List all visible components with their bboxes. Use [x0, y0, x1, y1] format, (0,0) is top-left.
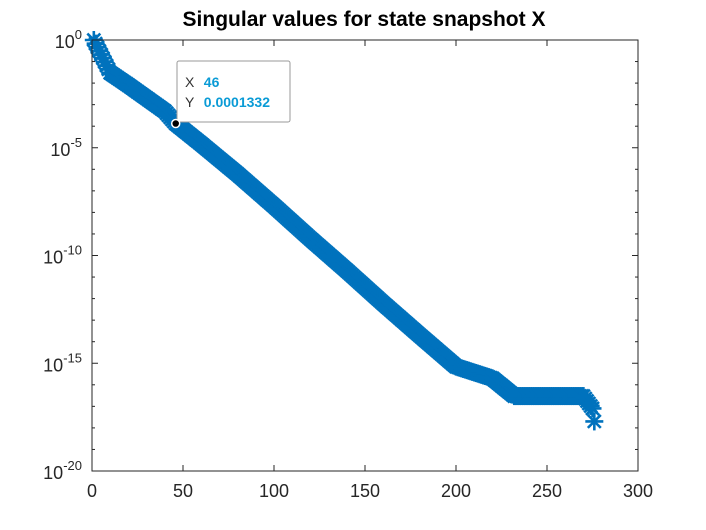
y-tick-exponent: -20 — [63, 458, 82, 473]
x-tick-label: 100 — [259, 481, 289, 501]
x-tick-label: 250 — [532, 481, 562, 501]
svg-text:X 46: X 46 — [185, 74, 220, 91]
x-tick-label: 200 — [441, 481, 471, 501]
x-tick-label: 50 — [173, 481, 193, 501]
datatip[interactable]: X 46 Y 0.0001332 — [170, 60, 291, 129]
chart-title: Singular values for state snapshot X — [183, 8, 546, 31]
marker-stroke — [586, 414, 602, 429]
y-tick-label: 10-15 — [43, 350, 82, 375]
svg-text:Y 0.0001332: Y 0.0001332 — [185, 94, 270, 111]
y-tick-exponent: -5 — [70, 135, 82, 150]
y-tick-base: 10 — [43, 248, 63, 268]
data-layer — [84, 31, 604, 431]
y-tick-label: 10-5 — [50, 135, 82, 160]
y-tick-label: 10-20 — [43, 458, 82, 483]
y-tick-exponent: -10 — [63, 243, 82, 258]
datatip-box[interactable] — [176, 60, 291, 123]
ticks — [91, 39, 639, 472]
datatip-x-value: 46 — [204, 74, 220, 90]
data-point — [585, 412, 604, 431]
y-tick-base: 10 — [43, 463, 63, 483]
y-tick-label: 10-10 — [43, 243, 82, 268]
x-tick-label: 300 — [623, 481, 653, 501]
datatip-y-key: Y — [185, 94, 195, 110]
marker-stroke — [585, 401, 600, 416]
datatip-y-value: 0.0001332 — [204, 94, 270, 110]
data-point — [583, 399, 602, 418]
y-tick-base: 10 — [55, 32, 75, 52]
x-tick-label: 0 — [87, 481, 97, 501]
x-tick-labels: 0 50 100 150 200 250 300 — [87, 481, 653, 501]
y-tick-exponent: -15 — [63, 350, 82, 365]
datatip-x-key: X — [185, 74, 195, 90]
y-tick-base: 10 — [50, 140, 70, 160]
y-tick-label: 100 — [55, 27, 82, 52]
y-tick-exponent: 0 — [75, 27, 82, 42]
y-tick-base: 10 — [43, 355, 63, 375]
x-tick-label: 150 — [350, 481, 380, 501]
datatip-marker[interactable] — [170, 118, 181, 129]
axes-box — [91, 39, 639, 472]
